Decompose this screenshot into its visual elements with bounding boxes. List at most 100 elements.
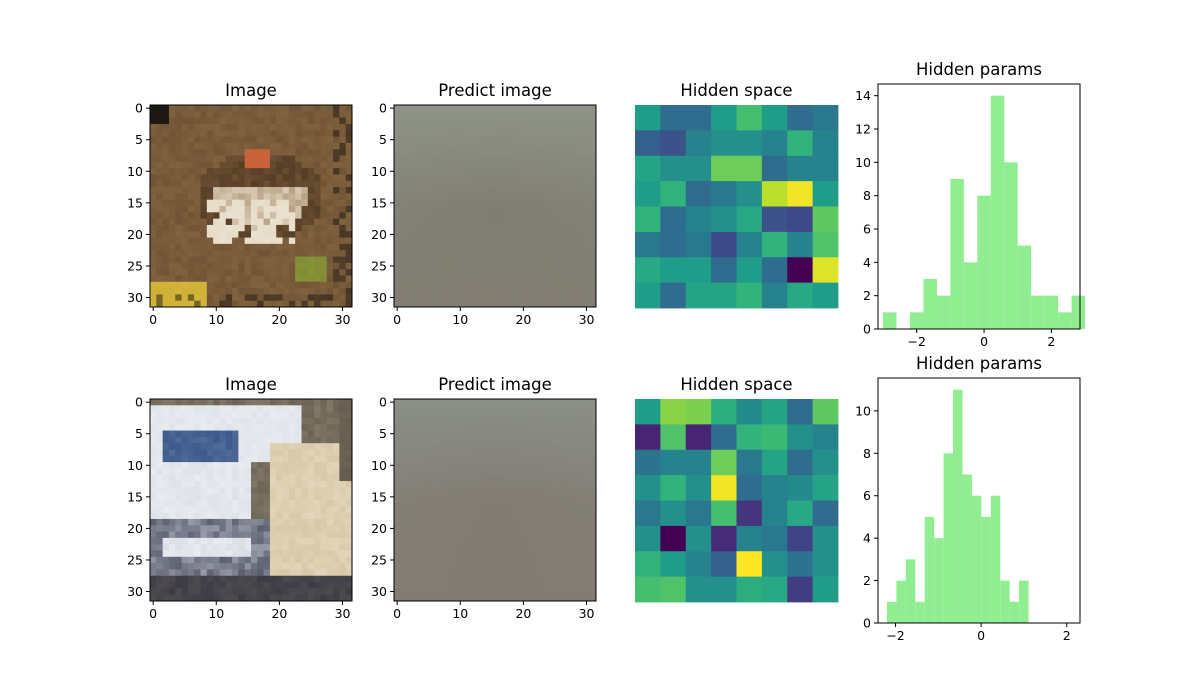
pixel xyxy=(269,262,277,270)
pixel xyxy=(577,243,584,251)
pixel xyxy=(263,161,271,169)
pixel xyxy=(282,436,290,444)
pixel xyxy=(583,262,591,270)
pixel xyxy=(244,531,252,539)
pixel xyxy=(307,430,315,438)
pixel xyxy=(244,417,252,425)
pixel xyxy=(326,455,334,463)
pixel xyxy=(425,582,433,589)
axes-frame xyxy=(149,398,353,602)
pixel xyxy=(476,588,483,596)
pixel xyxy=(400,161,408,169)
pixel xyxy=(412,212,420,220)
pixel xyxy=(345,168,353,175)
pixel xyxy=(463,237,471,245)
pixel xyxy=(526,256,534,264)
pixel xyxy=(532,269,540,276)
pixel xyxy=(150,243,157,251)
pixel xyxy=(495,544,502,551)
pixel xyxy=(187,142,195,150)
pixel xyxy=(444,161,452,169)
pixel xyxy=(232,462,239,469)
pixel xyxy=(238,294,246,302)
pixel xyxy=(539,161,546,169)
pixel xyxy=(269,275,277,283)
pixel xyxy=(339,474,347,482)
pixel xyxy=(168,187,176,194)
pixel xyxy=(526,136,534,144)
pixel xyxy=(333,142,340,150)
x-tick-label: 10 xyxy=(208,606,224,621)
pixel xyxy=(181,187,189,194)
pixel xyxy=(194,231,201,239)
pixel xyxy=(583,199,591,207)
pixel xyxy=(564,300,572,308)
pixel xyxy=(469,111,477,119)
pixel xyxy=(412,544,420,551)
pixel xyxy=(476,594,483,602)
pixel xyxy=(162,594,170,602)
pixel xyxy=(162,569,170,577)
pixel xyxy=(263,111,271,119)
pixel xyxy=(412,550,420,558)
pixel xyxy=(476,193,483,201)
pixel xyxy=(326,518,334,526)
pixel xyxy=(301,193,309,201)
pixel xyxy=(450,443,458,450)
pixel xyxy=(213,136,220,144)
histogram-bar xyxy=(1000,580,1010,623)
histogram-bar xyxy=(923,279,937,329)
pixel xyxy=(244,168,252,175)
pixel xyxy=(476,399,483,406)
pixel xyxy=(276,193,284,201)
pixel xyxy=(257,500,265,507)
pixel xyxy=(526,105,534,112)
pixel xyxy=(539,468,546,476)
pixel xyxy=(206,288,214,295)
heatmap-cell xyxy=(761,500,788,527)
pixel xyxy=(501,105,509,112)
pixel xyxy=(495,531,502,539)
pixel xyxy=(406,193,414,201)
pixel xyxy=(444,487,452,495)
pixel xyxy=(150,563,157,570)
pixel xyxy=(213,455,220,463)
pixel xyxy=(194,294,201,302)
x-tick-label: 10 xyxy=(452,606,468,621)
pixel xyxy=(314,449,321,457)
pixel xyxy=(156,462,164,469)
pixel xyxy=(150,481,157,488)
pixel xyxy=(412,174,420,182)
y-tick-label: 5 xyxy=(135,426,143,441)
pixel xyxy=(276,436,284,444)
pixel xyxy=(251,180,258,188)
pixel xyxy=(314,405,321,413)
pixel xyxy=(495,117,502,125)
y-tick-label: 4 xyxy=(863,255,871,270)
pixel xyxy=(539,224,546,232)
pixel xyxy=(257,111,265,119)
pixel xyxy=(507,180,515,188)
pixel xyxy=(577,300,584,308)
pixel xyxy=(526,550,534,558)
pixel xyxy=(282,212,290,220)
heatmap-cell xyxy=(736,105,763,131)
pixel xyxy=(482,500,490,507)
pixel xyxy=(232,111,239,119)
pixel xyxy=(206,155,214,163)
pixel xyxy=(583,288,591,295)
pixel xyxy=(187,417,195,425)
pixel xyxy=(419,262,427,270)
pixel xyxy=(307,142,315,150)
pixel xyxy=(400,417,408,425)
pixel xyxy=(194,224,201,232)
pixel xyxy=(419,180,427,188)
pixel xyxy=(583,512,591,520)
heatmap-cell xyxy=(635,475,661,501)
pixel xyxy=(400,111,408,119)
pixel xyxy=(175,506,183,514)
pixel xyxy=(558,262,565,270)
pixel xyxy=(194,117,201,125)
pixel xyxy=(213,193,220,201)
pixel xyxy=(257,206,265,213)
